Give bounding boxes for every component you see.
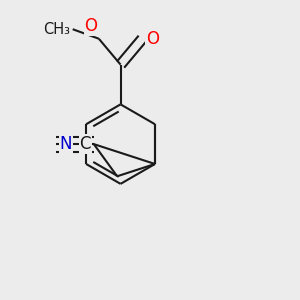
Text: C: C (80, 135, 91, 153)
Text: CH₃: CH₃ (43, 22, 70, 37)
Text: N: N (60, 135, 72, 153)
Text: O: O (84, 17, 98, 35)
Text: O: O (146, 30, 159, 48)
